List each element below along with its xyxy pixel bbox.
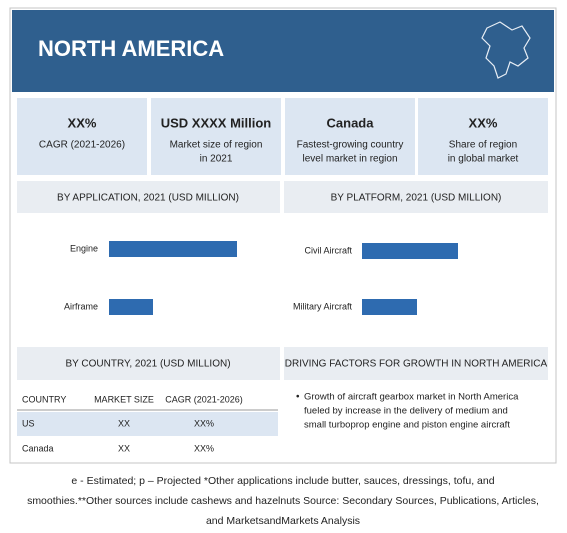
stat-label: CAGR (2021-2026) (39, 140, 125, 151)
panel-title: BY PLATFORM, 2021 (USD MILLION) (331, 193, 502, 204)
column-header: CAGR (2021-2026) (165, 394, 243, 404)
driver-text: small turboprop engine and piston engine… (304, 420, 510, 431)
footnote: e - Estimated; p – Projected *Other appl… (71, 475, 494, 487)
panel-header (17, 347, 280, 380)
panel-header (17, 181, 280, 213)
stat-label: in global market (448, 154, 519, 165)
stat-box (151, 98, 281, 175)
stat-label: Market size of region (170, 140, 263, 151)
bar (362, 243, 458, 259)
cell: XX (118, 418, 130, 428)
panel-title: DRIVING FACTORS FOR GROWTH IN NORTH AMER… (285, 359, 548, 370)
bullet: • (296, 392, 300, 403)
stat-label: Share of region (449, 140, 517, 151)
column-header: MARKET SIZE (94, 394, 154, 404)
stat-value: XX% (68, 115, 97, 130)
footnote: and MarketsandMarkets Analysis (206, 515, 360, 527)
panel-header (284, 347, 548, 380)
category-label: Civil Aircraft (304, 245, 352, 255)
bar (362, 299, 417, 315)
stat-value: XX% (469, 115, 498, 130)
map-icon (481, 21, 531, 79)
driver-text: Growth of aircraft gearbox market in Nor… (304, 392, 519, 403)
category-label: Military Aircraft (293, 301, 353, 311)
header-band (12, 10, 554, 92)
cell: Canada (22, 443, 54, 453)
stat-box (285, 98, 415, 175)
category-label: Engine (70, 243, 98, 253)
bar (109, 299, 153, 315)
header-title: NORTH AMERICA (38, 36, 224, 61)
column-header: COUNTRY (22, 394, 66, 404)
stat-box (17, 98, 147, 175)
row-band (17, 412, 278, 436)
category-label: Airframe (64, 301, 98, 311)
driver-text: fueled by increase in the delivery of me… (304, 406, 508, 417)
cell: XX% (194, 443, 214, 453)
bar (109, 241, 237, 257)
cell: US (22, 418, 35, 428)
cell: XX% (194, 418, 214, 428)
stat-label: in 2021 (200, 154, 233, 165)
stat-value: Canada (327, 115, 375, 130)
stat-box (418, 98, 548, 175)
stat-label: Fastest-growing country (297, 140, 404, 151)
stat-label: level market in region (302, 154, 397, 165)
panel-header (284, 181, 548, 213)
panel-title: BY COUNTRY, 2021 (USD MILLION) (65, 359, 230, 370)
footnote: smoothies.**Other sources include cashew… (27, 495, 539, 507)
stat-value: USD XXXX Million (161, 115, 272, 130)
cell: XX (118, 443, 130, 453)
panel-title: BY APPLICATION, 2021 (USD MILLION) (57, 193, 239, 204)
